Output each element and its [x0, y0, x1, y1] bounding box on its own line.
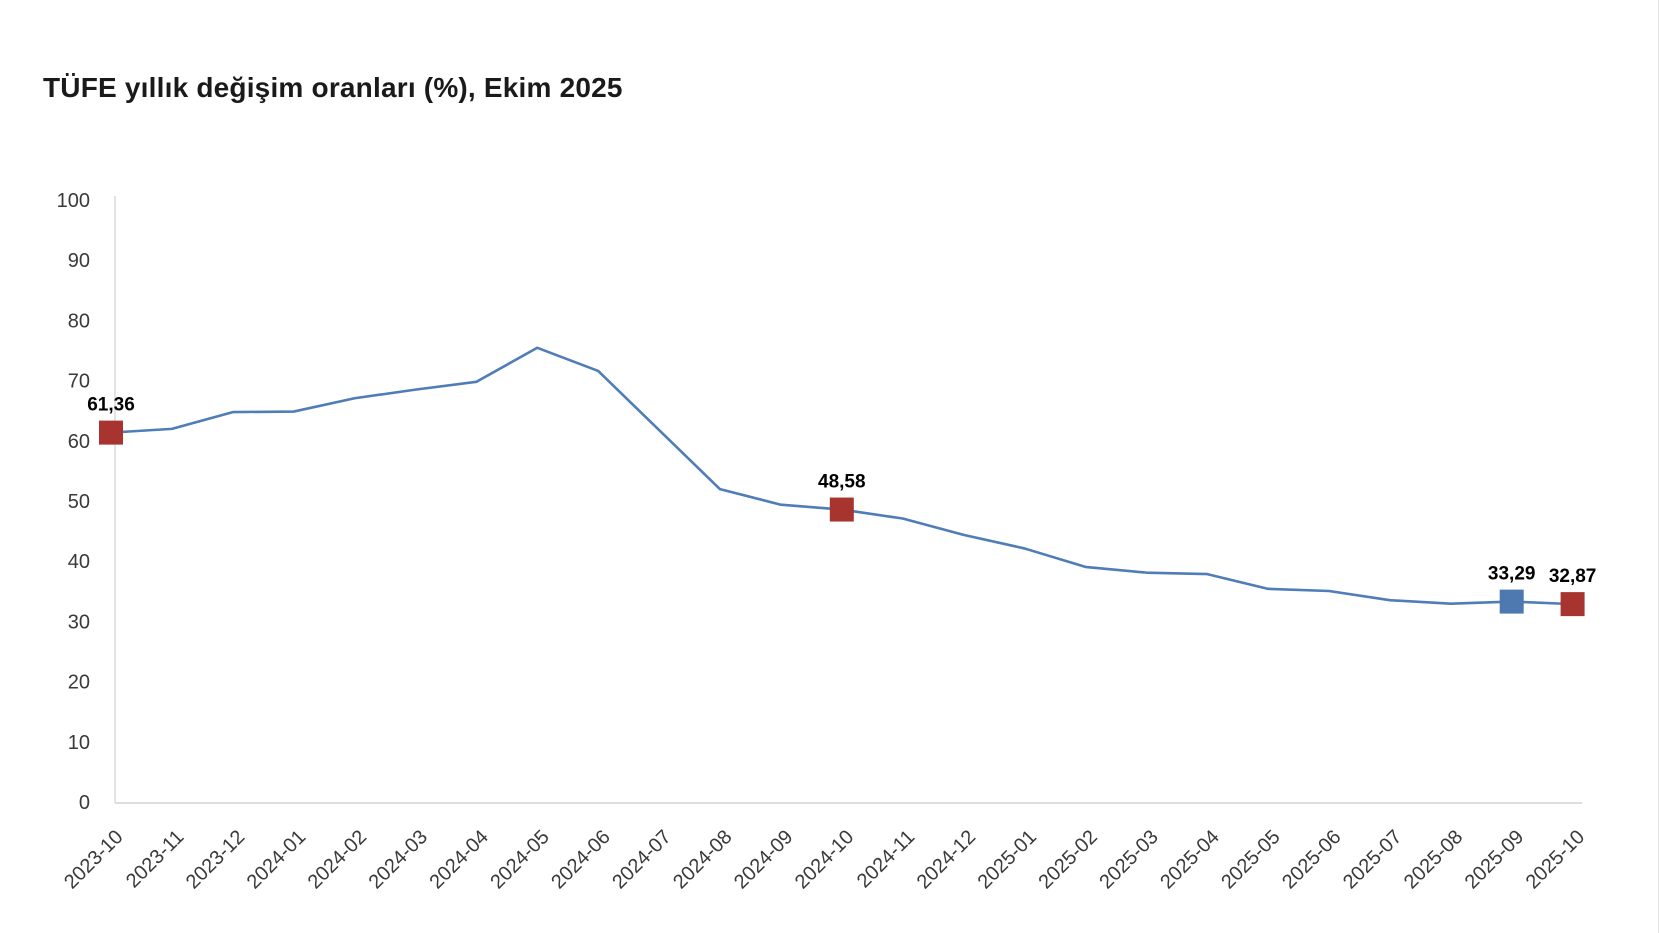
y-axis-tick-label: 70: [68, 371, 90, 393]
y-axis-tick-label: 100: [57, 190, 90, 212]
y-axis-tick-label: 40: [68, 551, 90, 573]
x-axis-tick-label: 2025-10: [1522, 826, 1589, 893]
y-axis-tick-label: 0: [79, 792, 90, 814]
highlight-marker: [1560, 592, 1585, 617]
x-axis-tick-label: 2023-11: [122, 826, 188, 892]
x-axis-tick-label: 2024-06: [547, 826, 614, 893]
x-axis-tick-label: 2024-12: [913, 826, 980, 893]
chart-title: TÜFE yıllık değişim oranları (%), Ekim 2…: [43, 72, 623, 103]
y-axis-tick-label: 60: [68, 431, 90, 453]
data-point-label: 33,29: [1488, 564, 1536, 585]
x-axis-tick-label: 2025-03: [1095, 826, 1162, 893]
y-axis-tick-label: 80: [68, 310, 90, 332]
x-axis-tick-label: 2025-04: [1156, 826, 1223, 893]
x-axis-tick-label: 2024-07: [608, 826, 675, 893]
x-axis-tick-label: 2024-09: [730, 826, 797, 893]
x-axis-tick-label: 2025-08: [1400, 826, 1467, 893]
x-axis-tick-label: 2025-07: [1339, 826, 1406, 893]
highlight-marker: [1499, 589, 1524, 614]
x-axis-tick-label: 2025-01: [974, 826, 1041, 893]
x-axis-tick-label: 2024-01: [243, 826, 310, 893]
data-point-label: 48,58: [818, 472, 866, 493]
x-axis-tick-label: 2024-04: [425, 826, 492, 893]
y-axis-tick-label: 10: [68, 732, 90, 754]
x-axis-tick-label: 2024-03: [365, 826, 432, 893]
y-axis-tick-label: 50: [68, 491, 90, 513]
x-axis-tick-label: 2025-06: [1278, 826, 1345, 893]
x-axis-tick-label: 2024-02: [304, 826, 371, 893]
x-axis-tick-label: 2024-08: [669, 826, 736, 893]
x-axis-tick-label: 2025-02: [1034, 826, 1101, 893]
highlight-marker: [99, 420, 123, 445]
x-axis-tick-label: 2024-05: [486, 826, 553, 893]
x-axis-tick-label: 2024-11: [853, 826, 919, 892]
highlight-marker: [829, 497, 854, 522]
data-point-label: 32,87: [1549, 566, 1597, 587]
x-axis-tick-label: 2023-12: [182, 826, 249, 893]
x-axis-tick-label: 2023-10: [60, 826, 127, 893]
x-axis-tick-label: 2024-10: [791, 826, 858, 893]
x-axis-tick-label: 2025-09: [1461, 826, 1528, 893]
x-axis-tick-label: 2025-05: [1217, 826, 1284, 893]
y-axis-tick-label: 90: [68, 250, 90, 272]
y-axis-tick-label: 20: [68, 672, 90, 694]
data-point-label: 61,36: [87, 395, 135, 416]
y-axis-tick-label: 30: [68, 611, 90, 633]
